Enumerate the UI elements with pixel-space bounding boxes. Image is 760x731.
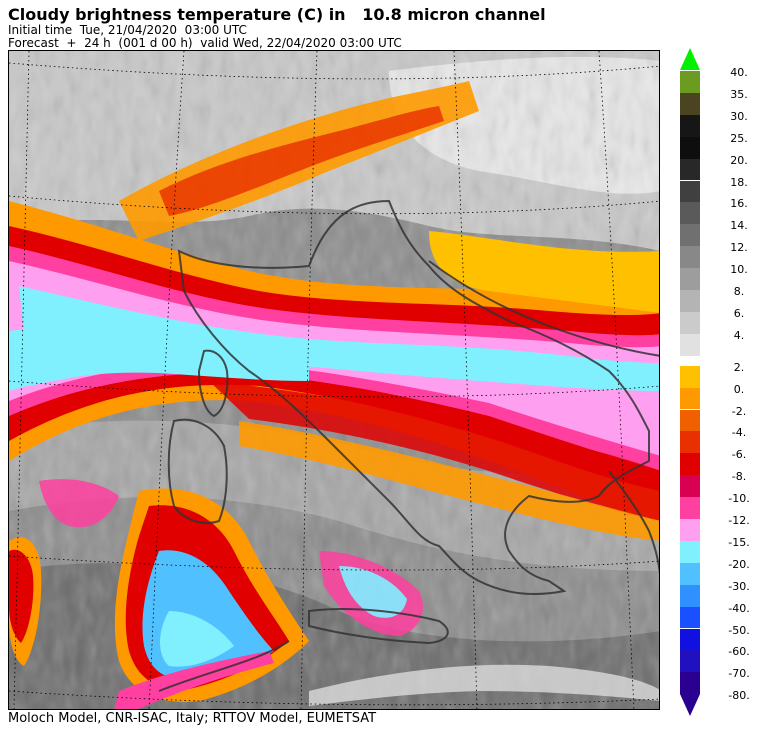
alpine-cloud-core	[159, 106, 444, 216]
legend-label: 2.	[733, 360, 745, 374]
southern-red-streaks	[209, 381, 659, 521]
corsica-coastline	[197, 349, 229, 418]
legend-swatch	[680, 387, 700, 410]
legend-swatch	[680, 365, 700, 388]
sardinia-coastline	[167, 418, 228, 524]
legend-swatch	[680, 114, 700, 137]
legend-swatch	[680, 224, 700, 247]
map-panel	[8, 50, 660, 710]
legend-label: -6.	[731, 448, 747, 462]
legend-label: 0.	[733, 382, 745, 396]
graticule	[9, 51, 659, 709]
africa-coastline	[158, 640, 290, 692]
satellite-map	[9, 51, 659, 709]
legend-swatch	[680, 606, 700, 629]
southern-light-streak	[309, 664, 659, 706]
west-scattered-cells	[39, 479, 119, 528]
legend-swatch	[680, 333, 700, 356]
legend-swatch	[680, 650, 700, 673]
legend-label: -15.	[728, 535, 750, 549]
coastlines	[158, 199, 659, 692]
legend-label: -50.	[728, 623, 750, 637]
legend-label: 20.	[730, 153, 748, 167]
legend-swatch	[680, 431, 700, 454]
legend-label: 30.	[730, 109, 748, 123]
legend-label: 40.	[730, 66, 748, 79]
legend-label: -80.	[728, 689, 750, 703]
legend-swatch	[680, 92, 700, 115]
legend-swatch	[680, 158, 700, 181]
greece-coastline	[608, 470, 659, 575]
legend-swatch	[680, 268, 700, 290]
legend-label: -40.	[728, 601, 750, 615]
legend-label: -20.	[728, 557, 750, 571]
legend-label: -30.	[728, 579, 750, 593]
italy-coastline	[177, 199, 650, 595]
legend-swatch	[680, 584, 700, 607]
legend-label: 12.	[730, 241, 748, 255]
legend-bottom-arrow	[680, 694, 700, 717]
legend-label: -12.	[728, 514, 750, 527]
frontal-band-cyan-2	[9, 325, 309, 391]
legend-label: -8.	[731, 470, 747, 484]
legend-label: 18.	[730, 175, 748, 189]
legend-label: 8.	[733, 285, 745, 298]
legend-label: 16.	[730, 197, 748, 211]
legend-label: 4.	[733, 328, 745, 342]
legend-swatch	[680, 409, 700, 432]
model-credit: Moloch Model, CNR-ISAC, Italy; RTTOV Mod…	[8, 711, 377, 726]
legend-swatch	[680, 202, 700, 225]
legend-swatch	[680, 453, 700, 476]
legend-label: 35.	[730, 87, 748, 101]
legend-swatch	[680, 311, 700, 334]
legend-label: 14.	[730, 219, 748, 233]
legend-label: -10.	[728, 492, 750, 506]
legend-swatch	[680, 540, 700, 563]
legend-swatch	[680, 562, 700, 585]
legend-swatch	[680, 136, 700, 159]
legend-swatch	[680, 628, 700, 651]
legend-label: -60.	[728, 645, 750, 659]
legend-swatch	[680, 475, 700, 498]
southern-orange-streaks	[239, 421, 659, 541]
legend-label: -4.	[731, 426, 747, 440]
initial-time: Initial time Tue, 21/04/2020 03:00 UTC	[8, 23, 247, 37]
tyrrhenian-convection-coldest	[160, 611, 234, 667]
legend-swatch	[680, 497, 700, 519]
legend-label: -2.	[731, 404, 747, 418]
legend-swatch	[680, 246, 700, 269]
west-coast-cell-core	[9, 549, 34, 643]
color-legend: 40. 35. 30. 25. 20. 18. 16. 14. 12. 10. 8. 6. 4. 2. 0.…	[680, 48, 760, 717]
ionian-convection-core	[339, 566, 407, 618]
legend-top-arrow	[680, 48, 700, 70]
legend-swatch	[680, 519, 700, 541]
header: Cloudy brightness temperature (C) in 10.…	[8, 6, 546, 50]
sicily-coastline	[308, 608, 449, 645]
frontal-band-cyan	[19, 286, 659, 391]
legend-swatch	[680, 71, 700, 93]
legend-label: 25.	[730, 131, 748, 145]
balkan-coastline	[428, 260, 659, 357]
balkan-orange-patch	[429, 231, 659, 313]
map-title: Cloudy brightness temperature (C) in 10.…	[8, 5, 546, 24]
legend-swatch	[680, 180, 700, 203]
legend-label: 6.	[733, 306, 745, 320]
legend-swatch	[680, 672, 700, 695]
legend-label: -70.	[728, 667, 750, 681]
legend-swatch	[680, 290, 700, 312]
forecast-valid-time: Forecast + 24 h (001 d 00 h) valid Wed, …	[8, 36, 402, 50]
legend-label: 10.	[730, 263, 748, 277]
